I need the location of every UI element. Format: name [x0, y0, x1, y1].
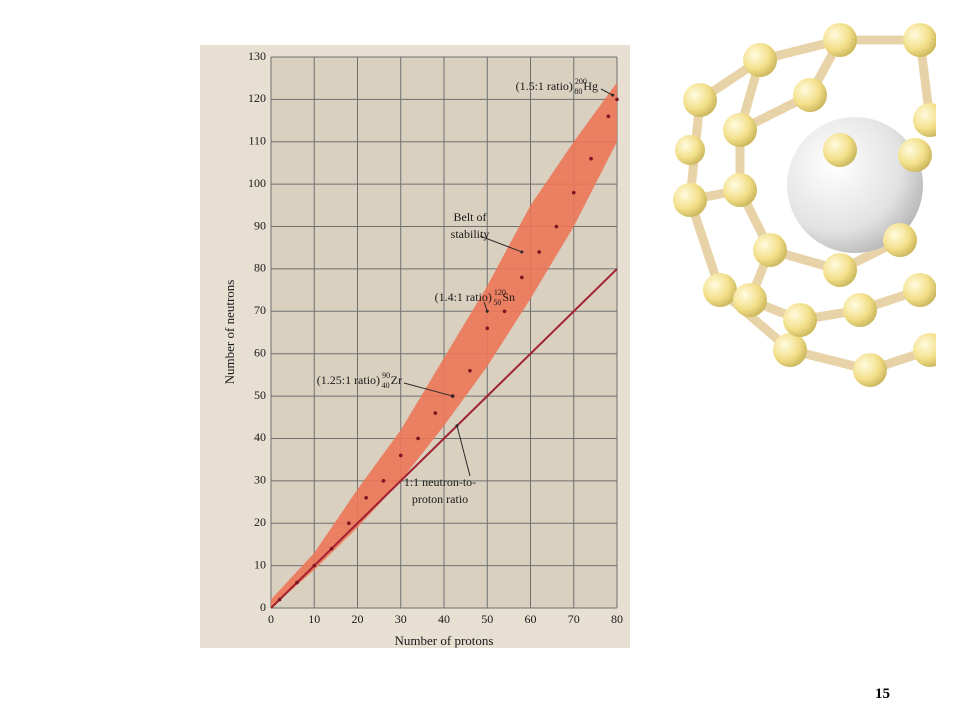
nuclide-point [554, 224, 559, 229]
stability-belt [271, 82, 617, 608]
nuclide-point [329, 546, 334, 551]
nuclide-point [381, 479, 386, 483]
y-tick-label: 100 [248, 176, 266, 190]
y-axis-title: Number of neutrons [222, 280, 237, 385]
ratio-line [270, 268, 618, 609]
isotope-number: 80 [574, 87, 582, 96]
y-tick-label: 20 [254, 515, 266, 529]
x-tick-label: 60 [525, 612, 537, 626]
x-tick-label: 80 [611, 612, 623, 626]
x-axis-title: Number of protons [395, 633, 494, 648]
y-tick-label: 60 [254, 345, 266, 359]
annotation-text: (1.4:1 ratio) 120 50Sn [435, 288, 515, 307]
annotation-text: proton ratio [412, 492, 468, 506]
nuclide-point [416, 436, 420, 441]
x-tick-label: 30 [395, 612, 407, 626]
annotation-line: stability [451, 227, 490, 241]
x-tick-label: 50 [481, 612, 493, 626]
isotope-mass: 120 [494, 288, 506, 297]
nuclide-point [398, 453, 403, 458]
nuclide-point [433, 411, 438, 415]
annotation-line: (1.5:1 ratio) [516, 79, 573, 93]
annotation-text: 1:1 neutron-to- [404, 475, 476, 489]
annotation-line: 1:1 neutron-to- [404, 475, 476, 489]
y-tick-label: 90 [254, 218, 266, 232]
annotation-arrowhead [611, 93, 615, 97]
annotation-line: Belt of [454, 210, 487, 224]
nuclide-point [364, 496, 368, 500]
y-tick-label: 50 [254, 388, 266, 402]
x-tick-label: 10 [308, 612, 320, 626]
nuclide-point [537, 250, 541, 254]
annotation-arrow [483, 301, 488, 312]
annotation-text: stability [451, 227, 490, 241]
isotope-mass: 90 [382, 371, 390, 380]
annotation-line: proton ratio [412, 492, 468, 506]
y-tick-label: 40 [254, 430, 266, 444]
x-tick-label: 40 [438, 612, 450, 626]
y-tick-label: 70 [254, 303, 266, 317]
annotation-arrowhead [451, 394, 455, 398]
nuclide-point [468, 368, 472, 373]
annotation-text: Belt of [454, 210, 487, 224]
annotation-arrow [456, 425, 471, 477]
annotation-arrowhead [455, 424, 459, 428]
isotope-number: 40 [382, 381, 390, 390]
isotope-symbol: Hg [583, 79, 598, 93]
y-tick-label: 30 [254, 473, 266, 487]
annotation-arrow [403, 382, 453, 397]
nuclide-point [615, 97, 619, 102]
isotope-symbol: Zr [391, 373, 402, 387]
x-tick-label: 0 [268, 612, 274, 626]
nuclide-point [295, 580, 299, 585]
y-tick-label: 10 [254, 557, 266, 571]
x-tick-label: 20 [352, 612, 364, 626]
y-tick-label: 80 [254, 261, 266, 275]
nuclide-point [520, 275, 524, 280]
annotation-arrowhead [520, 250, 524, 254]
nuclide-point [485, 326, 490, 331]
isotope-mass: 200 [575, 77, 587, 86]
molecule-illustration [673, 23, 936, 387]
nuclide-point [606, 114, 611, 119]
annotation-text: (1.5:1 ratio) 200 80Hg [516, 77, 598, 96]
annotation-line: (1.4:1 ratio) [435, 290, 492, 304]
annotation-line: (1.25:1 ratio) [317, 373, 380, 387]
annotation-arrowhead [485, 309, 489, 313]
nuclide-point [312, 563, 317, 568]
annotation-text: (1.25:1 ratio) 90 40Zr [317, 371, 402, 390]
annotation-arrow [479, 235, 523, 253]
annotation-arrow [600, 88, 613, 96]
nuclide-point [277, 597, 282, 602]
nuclide-point [571, 190, 576, 195]
nuclide-point [347, 521, 351, 526]
page-number: 15 [875, 686, 890, 702]
isotope-symbol: Sn [502, 290, 515, 304]
isotope-number: 50 [493, 298, 501, 307]
nuclide-point [502, 309, 507, 314]
y-tick-label: 110 [248, 134, 266, 148]
nuclide-point [589, 156, 593, 161]
y-tick-label: 120 [248, 91, 266, 105]
x-tick-label: 70 [568, 612, 580, 626]
y-tick-label: 0 [260, 600, 266, 614]
y-tick-label: 130 [248, 49, 266, 63]
